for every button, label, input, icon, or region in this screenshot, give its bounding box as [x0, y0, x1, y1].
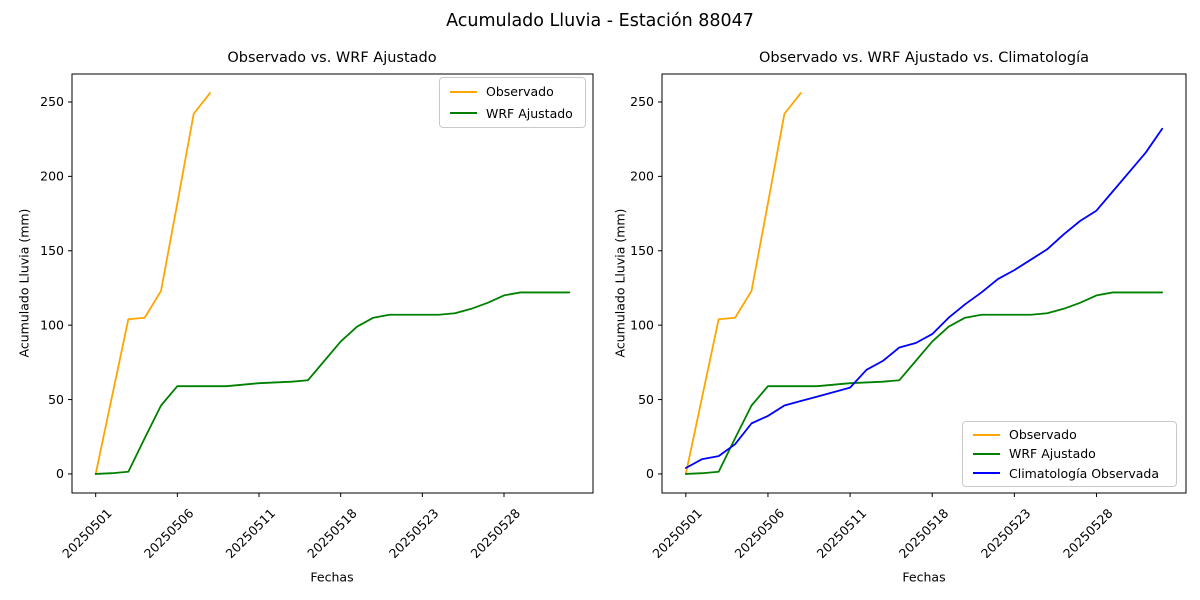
- axes-spines: [71, 73, 594, 494]
- left-y-axis-label: Acumulado Lluvia (mm): [16, 208, 32, 358]
- y-tick-label: 250: [630, 94, 654, 109]
- y-tick-label: 250: [40, 94, 64, 109]
- x-tick-label: 20250523: [386, 506, 442, 562]
- x-tick-label: 20250528: [1060, 505, 1116, 561]
- right-chart-title: Observado vs. WRF Ajustado vs. Climatolo…: [759, 50, 1089, 66]
- y-tick-label: 50: [48, 392, 64, 407]
- left-chart-legend: Observado WRF Ajustado: [439, 77, 586, 128]
- left-chart-title: Observado vs. WRF Ajustado: [227, 50, 437, 66]
- series-line-climatolog-a-observada: [684, 127, 1164, 469]
- legend-item-wrf-ajustado: WRF Ajustado: [963, 446, 1176, 461]
- series-line-wrf-ajustado: [684, 291, 1164, 475]
- legend-item-observado: Observado: [440, 84, 585, 99]
- x-tick-label: 20250506: [141, 505, 197, 561]
- x-tick-label: 20250518: [896, 505, 952, 561]
- series-line-wrf-ajustado: [94, 291, 571, 475]
- y-tick-label: 200: [630, 169, 654, 184]
- legend-label-wrf-ajustado: WRF Ajustado: [486, 105, 573, 121]
- right-y-axis-label: Acumulado Lluvia (mm): [612, 208, 628, 358]
- y-tick-label: 100: [630, 317, 654, 332]
- y-tick-label: 50: [638, 392, 654, 407]
- x-tick-label: 20250506: [731, 505, 787, 561]
- y-tick-label: 0: [646, 466, 654, 481]
- y-tick-label: 0: [56, 466, 64, 481]
- legend-swatch-observado: [973, 433, 1000, 436]
- legend-label-climatologia-observada: Climatología Observada: [1009, 465, 1159, 481]
- legend-label-wrf-ajustado: WRF Ajustado: [1009, 446, 1096, 462]
- y-tick-label: 150: [40, 243, 64, 258]
- axes-spines: [661, 73, 1187, 494]
- left-x-axis-label: Fechas: [310, 569, 354, 585]
- series-line-observado: [94, 92, 211, 475]
- legend-item-climatologia-observada: Climatología Observada: [963, 466, 1176, 481]
- legend-swatch-wrf-ajustado: [973, 452, 1000, 455]
- legend-item-observado: Observado: [963, 427, 1176, 442]
- y-tick-label: 200: [40, 169, 64, 184]
- x-tick-label: 20250501: [649, 506, 705, 562]
- legend-swatch-observado: [450, 90, 477, 93]
- x-tick-label: 20250518: [304, 505, 360, 561]
- x-tick-label: 20250501: [59, 506, 115, 562]
- legend-swatch-wrf-ajustado: [450, 112, 477, 115]
- legend-item-wrf-ajustado: WRF Ajustado: [440, 106, 585, 121]
- x-tick-label: 20250511: [814, 506, 870, 562]
- figure-suptitle: Acumulado Lluvia - Estación 88047: [446, 11, 754, 31]
- y-tick-label: 100: [40, 317, 64, 332]
- right-x-axis-label: Fechas: [902, 569, 946, 585]
- right-chart-legend: Observado WRF Ajustado Climatología Obse…: [962, 421, 1177, 487]
- legend-swatch-climatologia-observada: [973, 472, 1000, 475]
- y-tick-label: 150: [630, 243, 654, 258]
- x-tick-label: 20250528: [468, 505, 524, 561]
- x-tick-label: 20250523: [978, 506, 1034, 562]
- legend-label-observado: Observado: [486, 84, 554, 100]
- x-tick-label: 20250511: [223, 506, 279, 562]
- legend-label-observado: Observado: [1009, 427, 1077, 443]
- series-line-observado: [684, 92, 802, 475]
